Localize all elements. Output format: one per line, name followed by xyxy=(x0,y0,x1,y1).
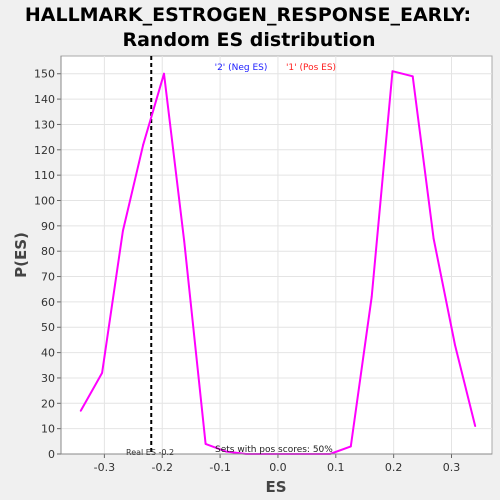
y-tick-label: 110 xyxy=(34,169,55,182)
y-tick-label: 130 xyxy=(34,118,55,131)
axes: 0 10 20 30 40 50 60 70 80 90 100 110 120 130 140 150 -0.… xyxy=(34,56,492,474)
data-point xyxy=(411,75,414,78)
y-tick-label: 50 xyxy=(41,321,55,334)
y-tick-label: 60 xyxy=(41,296,55,309)
y-tick-label: 40 xyxy=(41,347,55,360)
data-point xyxy=(432,237,435,240)
data-point xyxy=(79,410,82,412)
x-tick-label: -0.3 xyxy=(94,461,115,474)
data-point xyxy=(474,425,477,428)
x-tick-label: 0.3 xyxy=(443,461,461,474)
chart-title: HALLMARK_ESTROGEN_RESPONSE_EARLY: xyxy=(25,4,471,26)
data-point xyxy=(454,344,456,346)
data-point xyxy=(370,295,373,298)
real-es-label: Real ES -0.2 xyxy=(126,448,174,457)
y-tick-label: 20 xyxy=(41,397,55,410)
data-point xyxy=(122,230,124,232)
data-point xyxy=(349,445,352,448)
data-point xyxy=(142,143,145,146)
legend-neg-es: '2' (Neg ES) xyxy=(215,63,268,73)
y-tick-label: 140 xyxy=(34,93,55,106)
y-tick-label: 100 xyxy=(34,194,55,207)
y-tick-label: 80 xyxy=(41,245,55,258)
footer-label: Sets with pos scores: 50% xyxy=(215,445,333,455)
x-tick-label: 0.0 xyxy=(269,461,287,474)
grid-lines xyxy=(61,56,492,454)
y-axis-label: P(ES) xyxy=(12,232,30,278)
y-tick-label: 0 xyxy=(48,448,55,461)
data-point xyxy=(163,72,165,75)
y-tick-label: 120 xyxy=(34,144,55,157)
y-tick-label: 150 xyxy=(34,68,55,81)
x-tick-label: -0.1 xyxy=(209,461,230,474)
chart-subtitle: Random ES distribution xyxy=(122,29,375,51)
data-point xyxy=(224,450,227,453)
x-axis-label: ES xyxy=(265,478,286,496)
data-point xyxy=(101,371,103,374)
x-tick-label: 0.1 xyxy=(327,461,345,474)
data-point xyxy=(204,442,207,445)
data-point xyxy=(391,70,394,73)
y-tick-label: 10 xyxy=(41,423,55,436)
y-tick-label: 30 xyxy=(41,372,55,385)
plot-area xyxy=(60,55,493,455)
y-tick-label: 70 xyxy=(41,271,55,284)
x-tick-label: 0.2 xyxy=(385,461,403,474)
y-tick-label: 90 xyxy=(41,220,55,233)
x-tick-label: -0.2 xyxy=(152,461,173,474)
legend-pos-es: '1' (Pos ES) xyxy=(286,63,336,73)
data-point xyxy=(183,240,186,242)
